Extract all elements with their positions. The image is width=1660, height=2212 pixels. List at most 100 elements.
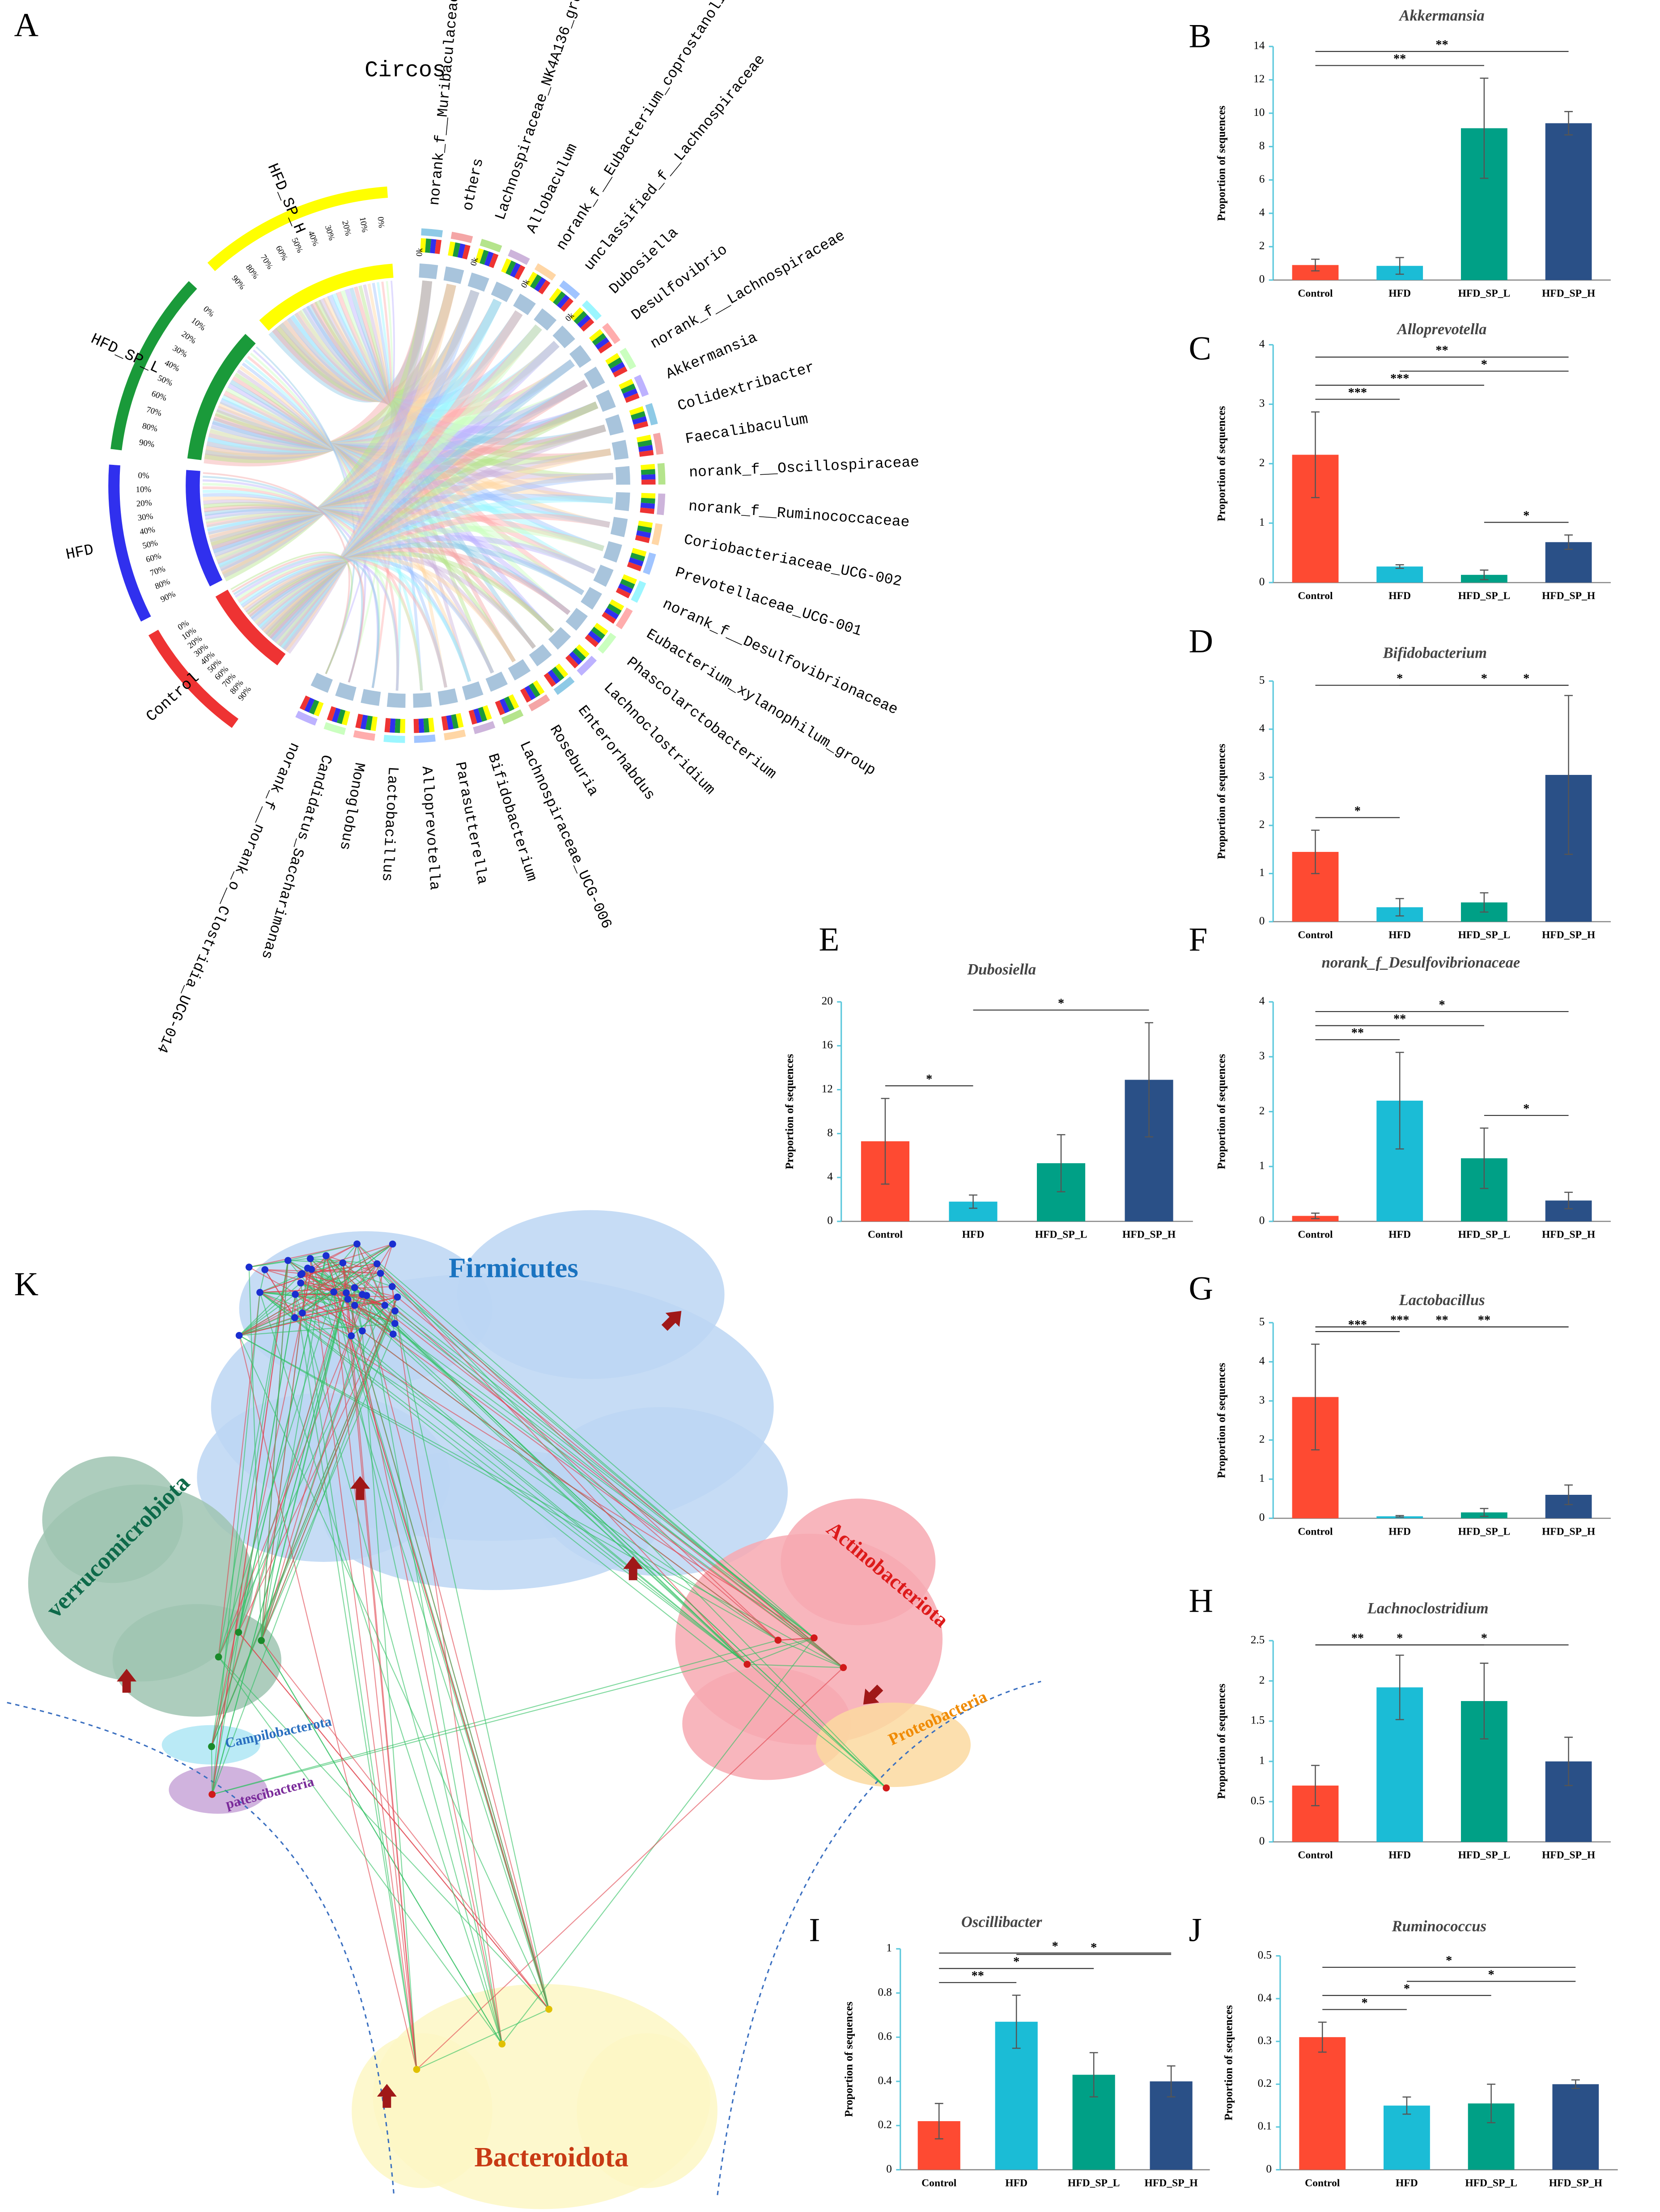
chord [204, 507, 585, 596]
chart-title: Oscillibacter [961, 1914, 1042, 1931]
network-edge [747, 1637, 815, 1665]
chord [335, 291, 585, 596]
x-tick-label: Control [1298, 1850, 1333, 1861]
network-edge [391, 1286, 396, 1311]
x-tick-label: Control [1298, 288, 1333, 299]
chord [258, 472, 614, 631]
taxon-arc-outer [508, 249, 530, 265]
network-edge [351, 1297, 398, 1336]
chord [210, 401, 599, 550]
network-node [391, 1307, 399, 1314]
cluster-cloud [112, 1604, 281, 1717]
taxon-label: norank_f__Eubacterium_coprostanoligenes_ [553, 0, 759, 253]
network-edge [416, 1667, 844, 2070]
taxon-arc-inner [485, 672, 508, 692]
taxon-stack [623, 388, 638, 399]
taxon-arc-inner [593, 564, 614, 587]
taxon-stack [573, 311, 587, 325]
chord [236, 557, 423, 691]
y-tick-label: 2 [1259, 1433, 1265, 1445]
highlight-arrow [623, 1556, 643, 1580]
scale-label: 10% [189, 316, 207, 333]
group-arc-inner [186, 470, 223, 587]
network-node [391, 1320, 399, 1327]
taxon-arc-outer [480, 238, 502, 253]
network-edge [394, 1310, 550, 2010]
chord [349, 287, 536, 649]
y-tick-label: 4 [827, 1171, 833, 1183]
network-edge [397, 1297, 844, 1668]
chord [253, 349, 366, 683]
network-node [351, 1284, 358, 1291]
taxon-stack [592, 333, 607, 346]
chord [206, 503, 610, 532]
taxon-stack [602, 612, 616, 624]
taxon-arc-outer [643, 552, 656, 575]
bar-panel: C Alloprevotella Proportion of sequences 0 1… [1189, 321, 1611, 602]
error-bar [1395, 898, 1404, 917]
taxon-stack [457, 243, 466, 259]
network-edge [264, 1269, 385, 1306]
y-tick-label: 2.5 [1251, 1634, 1265, 1646]
taxon-stack [341, 710, 350, 726]
chord [265, 379, 588, 639]
chord [363, 284, 471, 682]
network-edge [311, 1243, 393, 1270]
bar-panel: G Lactobacillus Proportion of sequences 0 1 2… [1189, 1270, 1611, 1537]
y-tick-label: 0 [1259, 915, 1265, 927]
taxon-stack [607, 357, 623, 369]
chord [232, 553, 365, 683]
network-node [363, 1292, 370, 1299]
chord [286, 315, 542, 408]
panel-label: I [809, 1912, 820, 1949]
taxon-arc-inner [596, 390, 616, 412]
chord [238, 557, 447, 688]
taxon-label: norank_f__Ruminococcaceae [688, 498, 910, 531]
chord [216, 310, 523, 568]
taxon-stack [468, 710, 477, 725]
taxon-stack [475, 248, 484, 264]
taxon-stack [418, 719, 425, 733]
scale-label: 30% [171, 344, 189, 360]
taxon-stack [524, 685, 536, 700]
taxon-arc-outer [323, 722, 346, 735]
chord [203, 476, 363, 683]
taxon-arc-inner [548, 627, 571, 650]
x-tick-label: HFD_SP_H [1542, 590, 1595, 602]
taxon-arc-outer [553, 676, 575, 695]
x-tick-label: HFD_SP_L [1458, 929, 1511, 941]
x-tick-label: HFD_SP_L [1458, 288, 1511, 299]
network-edge [501, 1638, 815, 2045]
taxon-stack [610, 362, 625, 374]
chord [353, 286, 516, 663]
taxon-arc-outer [501, 709, 524, 725]
y-tick-label: 8 [827, 1127, 833, 1139]
chord [294, 310, 575, 418]
scale-label: 20% [180, 329, 198, 346]
chord [244, 359, 423, 691]
network-edge [347, 1298, 844, 1668]
x-tick-label: HFD_SP_H [1542, 1526, 1595, 1537]
chord [209, 359, 575, 451]
cluster-cloud [42, 1456, 183, 1583]
y-tick-label: 4 [1259, 207, 1265, 219]
chord [242, 362, 447, 688]
chord [229, 379, 554, 633]
taxon-stack [616, 587, 631, 599]
taxon-arc-outer [383, 735, 405, 743]
chord [204, 280, 433, 467]
network-edge [342, 1263, 417, 2070]
taxon-stack [384, 718, 391, 733]
taxon-stack [473, 708, 482, 723]
chord [276, 289, 480, 403]
network-edge [261, 1255, 327, 1641]
scale-label: 0% [376, 216, 386, 228]
chord [209, 424, 606, 546]
error-bar [1395, 1515, 1404, 1518]
y-tick-label: 1 [1259, 1160, 1265, 1172]
y-tick-label: 0.4 [1258, 1992, 1272, 2004]
network-node [297, 1279, 305, 1287]
panel-label: F [1189, 921, 1207, 958]
chord [222, 280, 433, 582]
chord [218, 401, 613, 504]
